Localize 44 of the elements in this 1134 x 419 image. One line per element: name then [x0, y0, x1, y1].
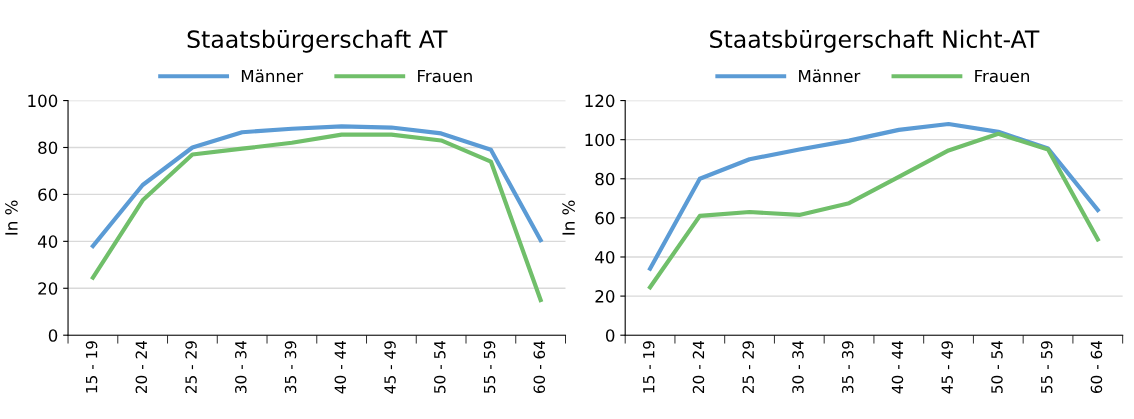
x-tick-label: 45 - 49 — [941, 341, 953, 394]
legend-label: Frauen — [418, 69, 472, 83]
x-tick-label: 45 - 49 — [384, 341, 396, 394]
y-tick-label: 0 — [48, 329, 58, 342]
y-tick-label: 100 — [28, 94, 58, 108]
y-tick-label: 20 — [595, 290, 615, 303]
line-series — [647, 131, 1100, 290]
y-tick-label: 40 — [37, 235, 58, 248]
x-tick-label: 25 - 29 — [185, 341, 197, 394]
legend-label: Frauen — [975, 69, 1030, 83]
legend-label: Männer — [799, 69, 861, 83]
chart-title: Staatsbürgerschaft Nicht-AT — [710, 29, 1040, 53]
x-tick-label: 60 - 64 — [1090, 340, 1103, 394]
x-tick-label: 40 - 44 — [891, 340, 904, 394]
y-tick-label: 0 — [605, 329, 615, 342]
x-tick-label: 35 - 39 — [841, 341, 854, 393]
x-tick-label: 15 - 19 — [85, 341, 98, 393]
line-series — [90, 124, 543, 249]
x-tick-label: 40 - 44 — [334, 340, 347, 394]
x-tick-label: 25 - 29 — [742, 341, 754, 394]
x-tick-label: 35 - 39 — [284, 341, 297, 393]
x-tick-label: 50 - 54 — [991, 340, 1003, 393]
x-tick-label: 50 - 54 — [434, 340, 446, 393]
x-tick-label: 55 - 59 — [483, 341, 496, 393]
y-axis-title: In % — [562, 200, 575, 235]
y-axis-title: In % — [5, 200, 18, 235]
x-tick-label: 15 - 19 — [642, 341, 655, 393]
y-tick-label: 120 — [585, 94, 615, 108]
line-series — [90, 132, 543, 303]
y-tick-label: 80 — [38, 141, 58, 155]
y-tick-label: 100 — [585, 133, 615, 147]
legend-label: Männer — [241, 69, 304, 83]
y-tick-label: 20 — [38, 282, 58, 295]
y-tick-label: 80 — [595, 172, 615, 186]
x-tick-label: 20 - 24 — [692, 340, 705, 394]
x-tick-label: 60 - 64 — [533, 340, 546, 394]
y-tick-label: 60 — [38, 188, 58, 201]
chart-title: Staatsbürgerschaft AT — [187, 29, 448, 53]
x-tick-label: 55 - 59 — [1040, 341, 1053, 393]
x-tick-label: 30 - 34 — [792, 340, 804, 393]
x-tick-label: 20 - 24 — [135, 340, 148, 394]
y-tick-label: 60 — [595, 211, 615, 225]
x-tick-label: 30 - 34 — [235, 340, 247, 393]
y-tick-label: 40 — [595, 250, 615, 264]
